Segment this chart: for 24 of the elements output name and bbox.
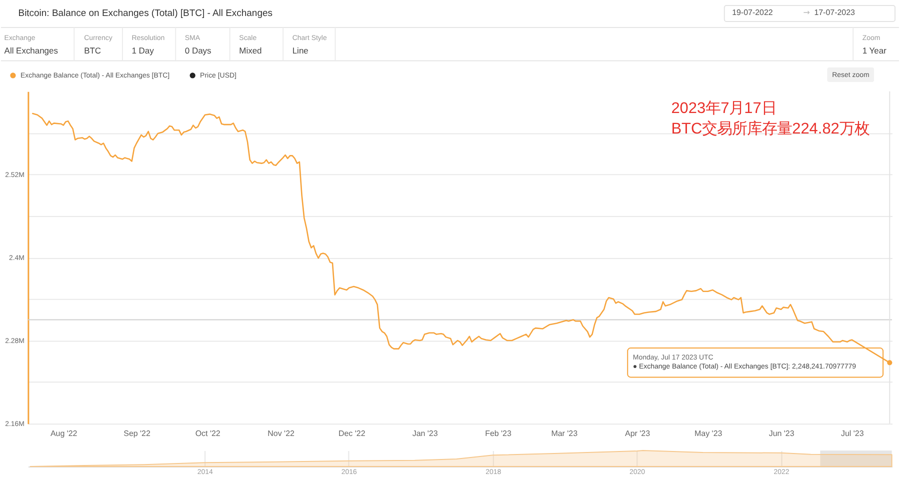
text: 0 Days [184, 45, 212, 56]
x-tick-label: Dec '22 [338, 429, 366, 438]
x-tick-label: Jul '23 [840, 429, 864, 438]
text: 1 Year [862, 45, 887, 56]
text: → [803, 8, 810, 17]
chart-title: Bitcoin: Balance on Exchanges (Total) [BTC] - All Exchanges [18, 8, 273, 20]
x-tick-label: Nov '22 [268, 429, 295, 438]
x-tick-label: Aug '22 [50, 429, 78, 438]
x-tick-label: Mar '23 [551, 429, 578, 438]
x-tick-label: May '23 [694, 429, 723, 438]
annotation: 2023年7月17日 BTC交易所库存量224.82万枚 [671, 100, 870, 138]
x-tick-label: Apr '23 [625, 429, 651, 438]
x-tick-label: Jan '23 [412, 429, 438, 438]
text: 1 Day [132, 45, 155, 56]
x-tick-label: Feb '23 [485, 429, 512, 438]
text: 19-07-2022 [732, 8, 774, 17]
text: BTC [84, 45, 102, 56]
x-tick-label: Sep '22 [124, 429, 151, 438]
x-tick-label: Jun '23 [768, 429, 795, 438]
text: All Exchanges [4, 45, 58, 56]
x-tick-label: Oct '22 [195, 429, 221, 438]
text: Mixed [239, 45, 262, 56]
text: 17-07-2023 [814, 8, 856, 17]
text: Line [292, 45, 309, 56]
